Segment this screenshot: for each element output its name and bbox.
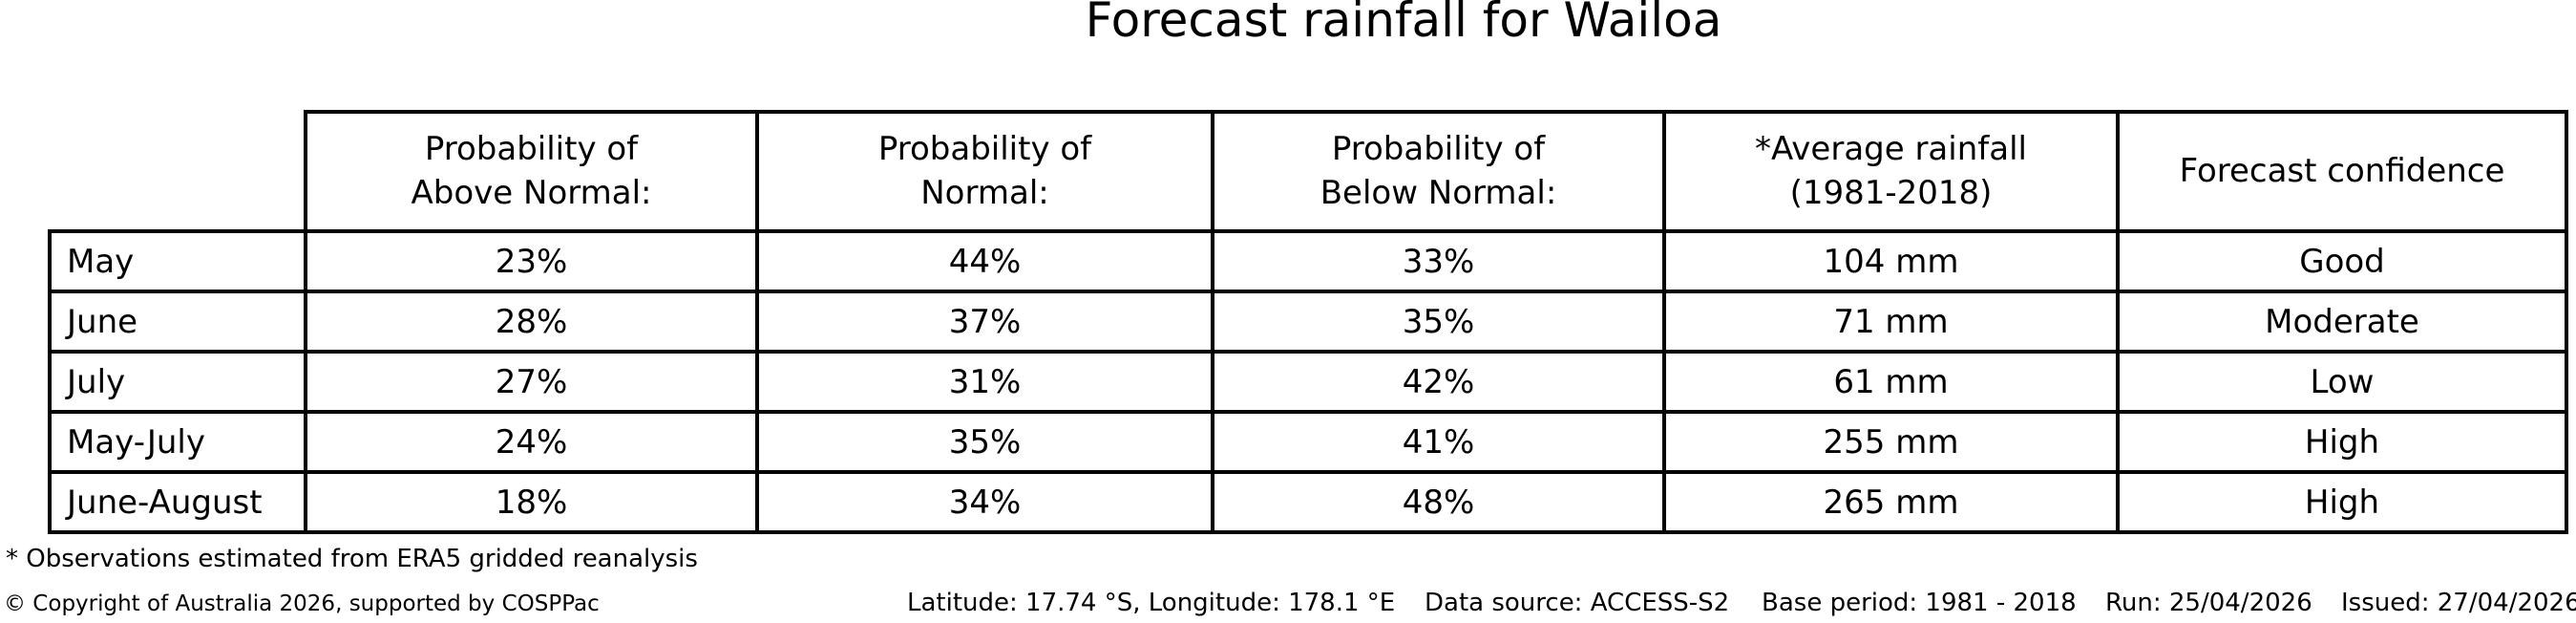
- table-header-row: Probability of Above Normal: Probability…: [50, 110, 2568, 233]
- page-title: Forecast rainfall for Wailoa: [1085, 0, 1722, 48]
- cell-normal: 34%: [755, 470, 1214, 534]
- cell-below-normal: 42%: [1211, 350, 1666, 414]
- row-label: June-August: [48, 470, 307, 534]
- column-header-normal: Probability of Normal:: [755, 110, 1214, 233]
- cell-below-normal: 35%: [1211, 290, 1666, 354]
- cell-below-normal: 33%: [1211, 229, 1666, 293]
- cell-normal: 37%: [755, 290, 1214, 354]
- column-header-forecast-confidence: Forecast confidence: [2116, 110, 2568, 233]
- cell-normal: 44%: [755, 229, 1214, 293]
- row-label: May-July: [48, 410, 307, 474]
- cell-above-normal: 18%: [304, 470, 759, 534]
- cell-normal: 31%: [755, 350, 1214, 414]
- cell-normal: 35%: [755, 410, 1214, 474]
- cell-above-normal: 24%: [304, 410, 759, 474]
- table-row-july: July 27% 31% 42% 61 mm Low: [48, 350, 2568, 414]
- cell-average-rainfall: 265 mm: [1662, 470, 2120, 534]
- base-period-label: Base period: 1981 - 2018: [1762, 589, 2077, 617]
- row-label: May: [48, 229, 307, 293]
- cell-above-normal: 28%: [304, 290, 759, 354]
- table-row-may-july: May-July 24% 35% 41% 255 mm High: [48, 410, 2568, 474]
- data-source-label: Data source: ACCESS-S2: [1425, 589, 1730, 617]
- row-label: July: [48, 350, 307, 414]
- row-label: June: [48, 290, 307, 354]
- table-row-june-august: June-August 18% 34% 48% 265 mm High: [48, 470, 2568, 534]
- cell-confidence: Moderate: [2116, 290, 2568, 354]
- cell-average-rainfall: 104 mm: [1662, 229, 2120, 293]
- table-row-may: May 23% 44% 33% 104 mm Good: [48, 229, 2568, 293]
- latitude-longitude-label: Latitude: 17.74 °S, Longitude: 178.1 °E: [907, 589, 1396, 617]
- cell-confidence: High: [2116, 410, 2568, 474]
- cell-below-normal: 48%: [1211, 470, 1666, 534]
- observations-footnote: * Observations estimated from ERA5 gridd…: [6, 545, 698, 573]
- cell-average-rainfall: 61 mm: [1662, 350, 2120, 414]
- cell-average-rainfall: 71 mm: [1662, 290, 2120, 354]
- cell-below-normal: 41%: [1211, 410, 1666, 474]
- table-row-june: June 28% 37% 35% 71 mm Moderate: [48, 290, 2568, 354]
- cell-above-normal: 23%: [304, 229, 759, 293]
- column-header-average-rainfall: *Average rainfall (1981-2018): [1662, 110, 2120, 233]
- cell-confidence: Low: [2116, 350, 2568, 414]
- column-header-below-normal: Probability of Below Normal:: [1211, 110, 1666, 233]
- cell-confidence: High: [2116, 470, 2568, 534]
- cell-confidence: Good: [2116, 229, 2568, 293]
- cell-average-rainfall: 255 mm: [1662, 410, 2120, 474]
- forecast-table: Probability of Above Normal: Probability…: [48, 110, 2568, 534]
- issued-date-label: Issued: 27/04/2026: [2341, 589, 2576, 617]
- copyright-notice: © Copyright of Australia 2026, supported…: [4, 591, 600, 616]
- column-header-above-normal: Probability of Above Normal:: [304, 110, 759, 233]
- cell-above-normal: 27%: [304, 350, 759, 414]
- table-corner-cell: [50, 112, 306, 231]
- run-date-label: Run: 25/04/2026: [2105, 589, 2312, 617]
